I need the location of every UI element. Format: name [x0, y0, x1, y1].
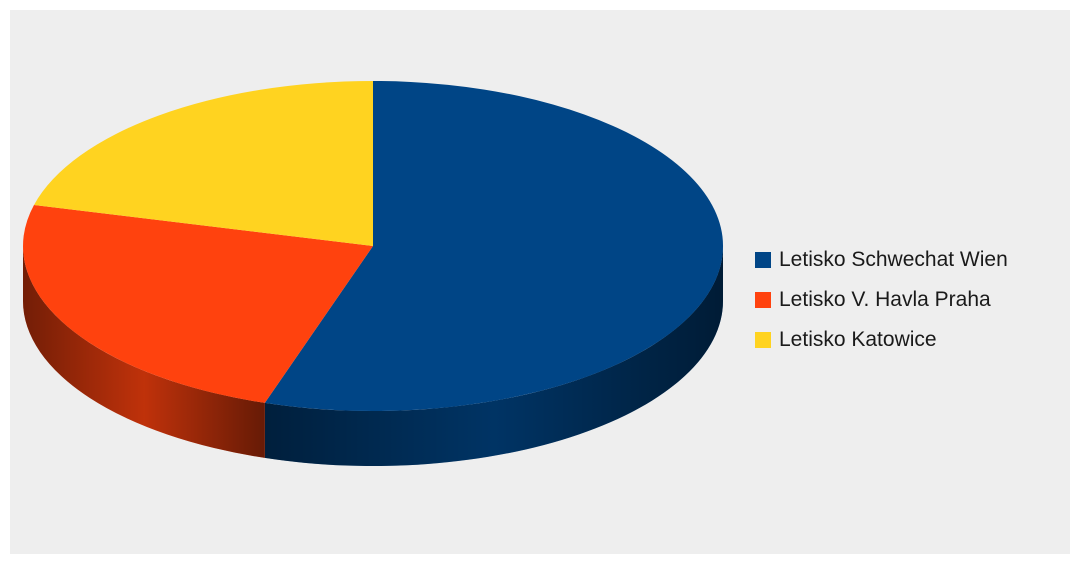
pie-chart	[23, 81, 724, 466]
legend-swatch	[755, 292, 771, 308]
legend-item: Letisko V. Havla Praha	[755, 280, 1008, 320]
pie-slice-side-shade	[264, 246, 723, 466]
legend-swatch	[755, 332, 771, 348]
pie-slice	[23, 204, 374, 403]
pie-slice	[34, 81, 373, 246]
pie-slice-side-shade	[23, 246, 265, 458]
legend-label: Letisko Schwechat Wien	[779, 248, 1008, 271]
legend-item: Letisko Katowice	[755, 320, 1008, 360]
chart-area: Letisko Schwechat Wien Letisko V. Havla …	[10, 10, 1070, 554]
legend-swatch	[755, 252, 771, 268]
legend-label: Letisko V. Havla Praha	[779, 288, 991, 311]
legend-item: Letisko Schwechat Wien	[755, 240, 1008, 280]
legend-label: Letisko Katowice	[779, 328, 937, 351]
pie-slice	[264, 81, 724, 411]
legend: Letisko Schwechat Wien Letisko V. Havla …	[755, 240, 1008, 360]
